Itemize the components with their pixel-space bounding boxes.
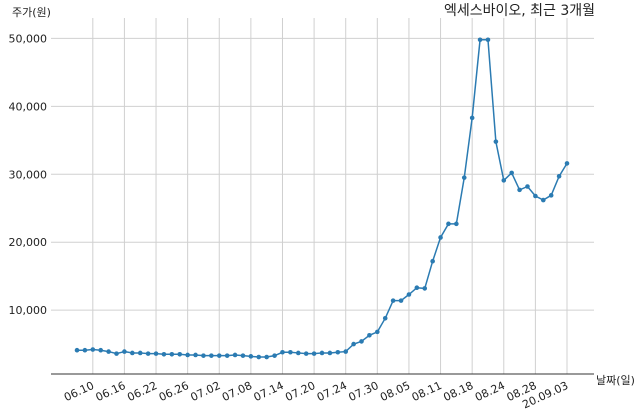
point — [311, 351, 317, 356]
point — [185, 352, 190, 358]
point — [114, 351, 119, 356]
point — [264, 354, 269, 360]
point — [98, 347, 104, 353]
point — [390, 298, 396, 303]
point — [469, 115, 475, 121]
point — [446, 221, 451, 227]
point — [90, 347, 96, 352]
point — [256, 354, 262, 360]
x-tick-label: 07.14 — [252, 379, 286, 404]
point — [501, 178, 507, 183]
x-tick-label: 06.16 — [94, 379, 128, 404]
point — [351, 341, 356, 347]
point — [177, 351, 183, 357]
point — [461, 175, 467, 180]
point — [193, 352, 198, 358]
point — [540, 197, 546, 203]
point — [106, 349, 111, 354]
point — [216, 353, 222, 358]
point — [122, 349, 127, 354]
point — [533, 193, 538, 199]
point — [343, 349, 349, 354]
y-tick-label: 30,000 — [9, 168, 48, 181]
y-tick-label: 20,000 — [9, 236, 48, 249]
point — [509, 170, 514, 176]
point — [272, 353, 277, 358]
x-tick-label: 07.20 — [283, 379, 317, 404]
point — [327, 350, 333, 356]
point — [145, 351, 151, 356]
point — [74, 347, 80, 353]
point — [137, 350, 143, 356]
x-tick-label: 07.24 — [315, 379, 349, 404]
x-axis-label: 날짜(일) — [596, 373, 635, 387]
point — [564, 161, 570, 166]
point — [130, 350, 135, 356]
y-axis-label: 주가(원) — [12, 6, 51, 19]
point — [153, 351, 159, 356]
point — [169, 351, 175, 357]
point — [525, 184, 530, 189]
point — [422, 286, 428, 291]
point — [232, 352, 238, 358]
point — [375, 329, 380, 335]
point — [477, 37, 483, 43]
point — [430, 258, 435, 264]
point — [548, 193, 554, 198]
point — [209, 353, 214, 358]
point — [335, 349, 341, 355]
x-tick-label: 06.10 — [62, 379, 96, 404]
point — [438, 235, 443, 240]
chart-title: 엑세스바이오, 최근 3개월 — [444, 3, 595, 19]
point — [82, 347, 88, 353]
point — [517, 187, 522, 193]
point — [295, 350, 301, 356]
point — [556, 173, 562, 179]
point — [288, 349, 293, 355]
point — [280, 349, 285, 355]
y-tick-label: 10,000 — [9, 304, 48, 317]
x-tick-label: 07.02 — [188, 379, 222, 404]
x-tick-label: 06.22 — [125, 379, 159, 404]
x-tick-label: 08.05 — [378, 379, 412, 404]
point — [201, 353, 206, 358]
y-tick-label: 40,000 — [9, 100, 48, 113]
point — [359, 339, 364, 344]
point — [398, 298, 404, 303]
point — [319, 350, 325, 356]
point — [406, 292, 412, 297]
x-tick-label: 08.18 — [441, 379, 475, 404]
x-tick-label: 07.30 — [347, 379, 381, 404]
point — [248, 354, 254, 359]
y-tick-label: 50,000 — [9, 32, 48, 45]
point — [382, 315, 388, 321]
point — [454, 221, 459, 227]
point — [303, 351, 309, 356]
point — [240, 353, 246, 358]
line — [77, 38, 568, 358]
x-tick-label: 07.08 — [220, 379, 254, 404]
point — [485, 37, 491, 43]
x-tick-label: 08.11 — [410, 379, 444, 404]
x-tick-label: 06.26 — [157, 379, 191, 404]
x-tick-label: 08.24 — [473, 379, 507, 404]
point — [367, 332, 372, 338]
point — [493, 139, 499, 144]
point — [161, 351, 167, 357]
point — [224, 353, 230, 358]
point — [414, 285, 420, 291]
